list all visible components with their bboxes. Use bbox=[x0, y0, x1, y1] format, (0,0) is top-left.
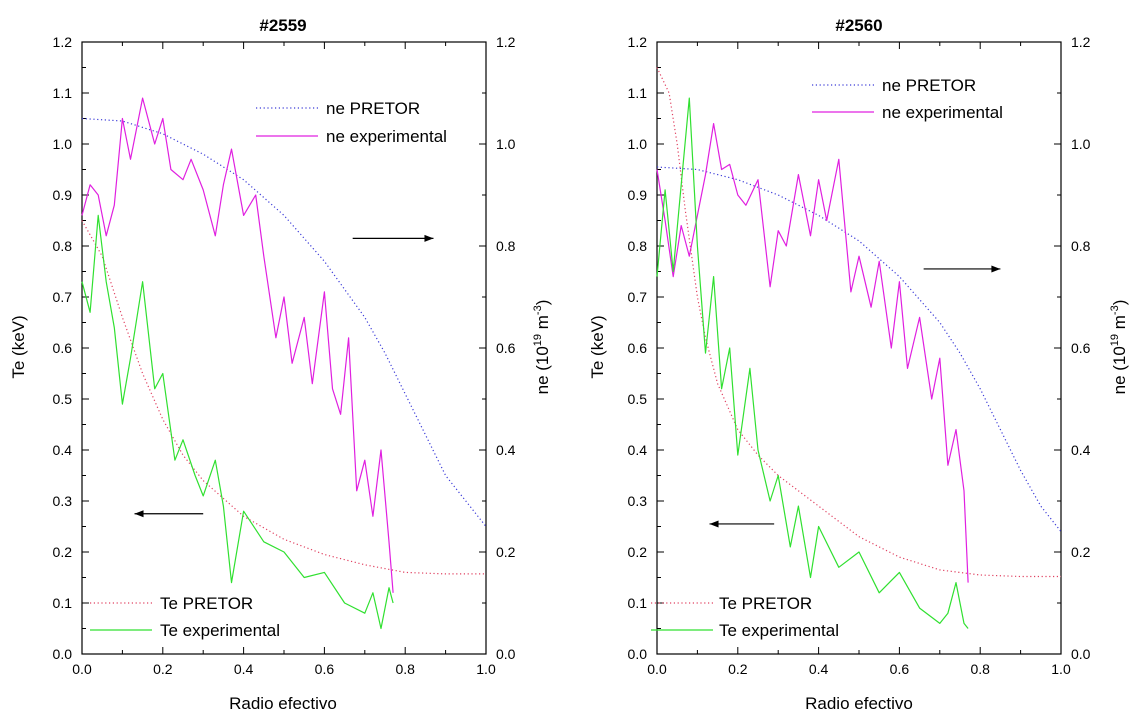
y-tick-label: 0.3 bbox=[628, 493, 648, 509]
y-tick-label: 1.2 bbox=[628, 34, 648, 50]
series-line-ne-pretor bbox=[81, 117, 487, 527]
series-line-te-experimental bbox=[656, 97, 969, 629]
y-tick-label: 0.2 bbox=[628, 544, 648, 560]
legend-label-te-pretor: Te PRETOR bbox=[160, 594, 253, 613]
y-tick-label: 1.2 bbox=[53, 34, 73, 50]
x-tick-label: 0.2 bbox=[153, 661, 173, 677]
y-axis-label-right: ne (1019 m-3) bbox=[532, 300, 552, 395]
y-tick-label: 0.3 bbox=[53, 493, 73, 509]
y2-tick-label: 0.2 bbox=[1071, 544, 1091, 560]
y-tick-label: 1.1 bbox=[628, 85, 648, 101]
legend-label-ne-pretor: ne PRETOR bbox=[882, 76, 976, 95]
y-tick-label: 0.1 bbox=[53, 595, 73, 611]
y-tick-label: 0.6 bbox=[628, 340, 648, 356]
y-tick-label: 0.7 bbox=[628, 289, 648, 305]
x-tick-label: 0.6 bbox=[315, 661, 335, 677]
direction-arrowhead bbox=[991, 265, 1001, 273]
y2-tick-label: 0.4 bbox=[1071, 442, 1091, 458]
y-tick-label: 0.4 bbox=[53, 442, 73, 458]
legend-label-te-experimental: Te experimental bbox=[719, 621, 839, 640]
y-axis-label-left: Te (keV) bbox=[588, 315, 607, 378]
x-tick-label: 0.0 bbox=[647, 661, 667, 677]
y-axis-label-left: Te (keV) bbox=[9, 315, 28, 378]
x-tick-label: 0.2 bbox=[728, 661, 748, 677]
y-tick-label: 0.4 bbox=[628, 442, 648, 458]
y2-tick-label: 0.6 bbox=[1071, 340, 1091, 356]
x-tick-label: 0.8 bbox=[970, 661, 990, 677]
arrow-layer bbox=[709, 265, 1001, 528]
legend-label-ne-pretor: ne PRETOR bbox=[326, 99, 420, 118]
y-tick-label: 0.8 bbox=[628, 238, 648, 254]
legend-top: ne PRETOR ne experimental bbox=[812, 76, 1003, 122]
x-axis-label: Radio efectivo bbox=[805, 694, 913, 713]
x-axis-label: Radio efectivo bbox=[229, 694, 337, 713]
y2-tick-label: 0.2 bbox=[496, 544, 516, 560]
series-line-ne-experimental bbox=[656, 122, 969, 583]
plot-frame bbox=[656, 41, 1062, 655]
y2-tick-label: 1.2 bbox=[496, 34, 516, 50]
y-tick-label: 0.1 bbox=[628, 595, 648, 611]
legend-top: ne PRETOR ne experimental bbox=[256, 99, 447, 146]
ticks-layer: 0.0 0.2 0.4 0.6 0.8 1.00.00.10.20.30.40.50.60… bbox=[628, 34, 1091, 677]
y2-tick-label: 0.0 bbox=[1071, 646, 1091, 662]
x-tick-label: 1.0 bbox=[1051, 661, 1071, 677]
x-tick-label: 0.6 bbox=[890, 661, 910, 677]
chart-title: #2559 bbox=[259, 16, 306, 35]
chart-panel-2560: #2560 Radio efectivo Te (keV) ne (1019 m… bbox=[588, 16, 1129, 713]
legend-label-ne-experimental: ne experimental bbox=[882, 103, 1003, 122]
y-tick-label: 0.6 bbox=[53, 340, 73, 356]
series-line-ne-pretor bbox=[656, 166, 1062, 532]
x-tick-label: 0.8 bbox=[395, 661, 415, 677]
y-tick-label: 0.5 bbox=[628, 391, 648, 407]
chart-title: #2560 bbox=[835, 16, 882, 35]
direction-arrowhead bbox=[134, 510, 144, 518]
y2-tick-label: 1.0 bbox=[1071, 136, 1091, 152]
y-tick-label: 0.7 bbox=[53, 289, 73, 305]
y2-tick-label: 0.8 bbox=[1071, 238, 1091, 254]
y-tick-label: 1.1 bbox=[53, 85, 73, 101]
x-tick-label: 1.0 bbox=[476, 661, 496, 677]
series-line-ne-experimental bbox=[81, 97, 394, 593]
arrow-layer bbox=[134, 234, 434, 518]
legend-bottom: Te PRETOR Te experimental bbox=[651, 594, 839, 640]
y-tick-label: 0.9 bbox=[53, 187, 73, 203]
y-axis-label-right: ne (1019 m-3) bbox=[1109, 300, 1129, 395]
y-tick-label: 0.8 bbox=[53, 238, 73, 254]
y2-tick-label: 0.0 bbox=[496, 646, 516, 662]
y-tick-label: 0.0 bbox=[53, 646, 73, 662]
chart-panel-2559: #2559 Radio efectivo Te (keV) ne (1019 m… bbox=[9, 16, 552, 713]
series-line-te-pretor bbox=[81, 220, 486, 575]
x-tick-label: 0.4 bbox=[809, 661, 829, 677]
y2-tick-label: 0.4 bbox=[496, 442, 516, 458]
y-tick-label: 0.2 bbox=[53, 544, 73, 560]
y-tick-label: 0.5 bbox=[53, 391, 73, 407]
y-tick-label: 1.0 bbox=[628, 136, 648, 152]
y2-tick-label: 0.8 bbox=[496, 238, 516, 254]
x-tick-label: 0.0 bbox=[72, 661, 92, 677]
series-layer bbox=[656, 67, 1062, 629]
direction-arrowhead bbox=[424, 234, 434, 242]
legend-label-te-pretor: Te PRETOR bbox=[719, 594, 812, 613]
direction-arrowhead bbox=[709, 520, 719, 528]
y2-tick-label: 1.0 bbox=[496, 136, 516, 152]
series-layer bbox=[81, 97, 487, 630]
y2-tick-label: 0.6 bbox=[496, 340, 516, 356]
y-tick-label: 1.0 bbox=[53, 136, 73, 152]
y2-tick-label: 1.2 bbox=[1071, 34, 1091, 50]
series-line-te-experimental bbox=[81, 214, 394, 630]
legend-label-te-experimental: Te experimental bbox=[160, 621, 280, 640]
ticks-layer: 0.0 0.2 0.4 0.6 0.8 1.00.00.10.20.30.40.50.60… bbox=[53, 34, 516, 677]
legend-bottom: Te PRETOR Te experimental bbox=[90, 594, 280, 640]
legend-label-ne-experimental: ne experimental bbox=[326, 127, 447, 146]
y-tick-label: 0.9 bbox=[628, 187, 648, 203]
x-tick-label: 0.4 bbox=[234, 661, 254, 677]
y-tick-label: 0.0 bbox=[628, 646, 648, 662]
